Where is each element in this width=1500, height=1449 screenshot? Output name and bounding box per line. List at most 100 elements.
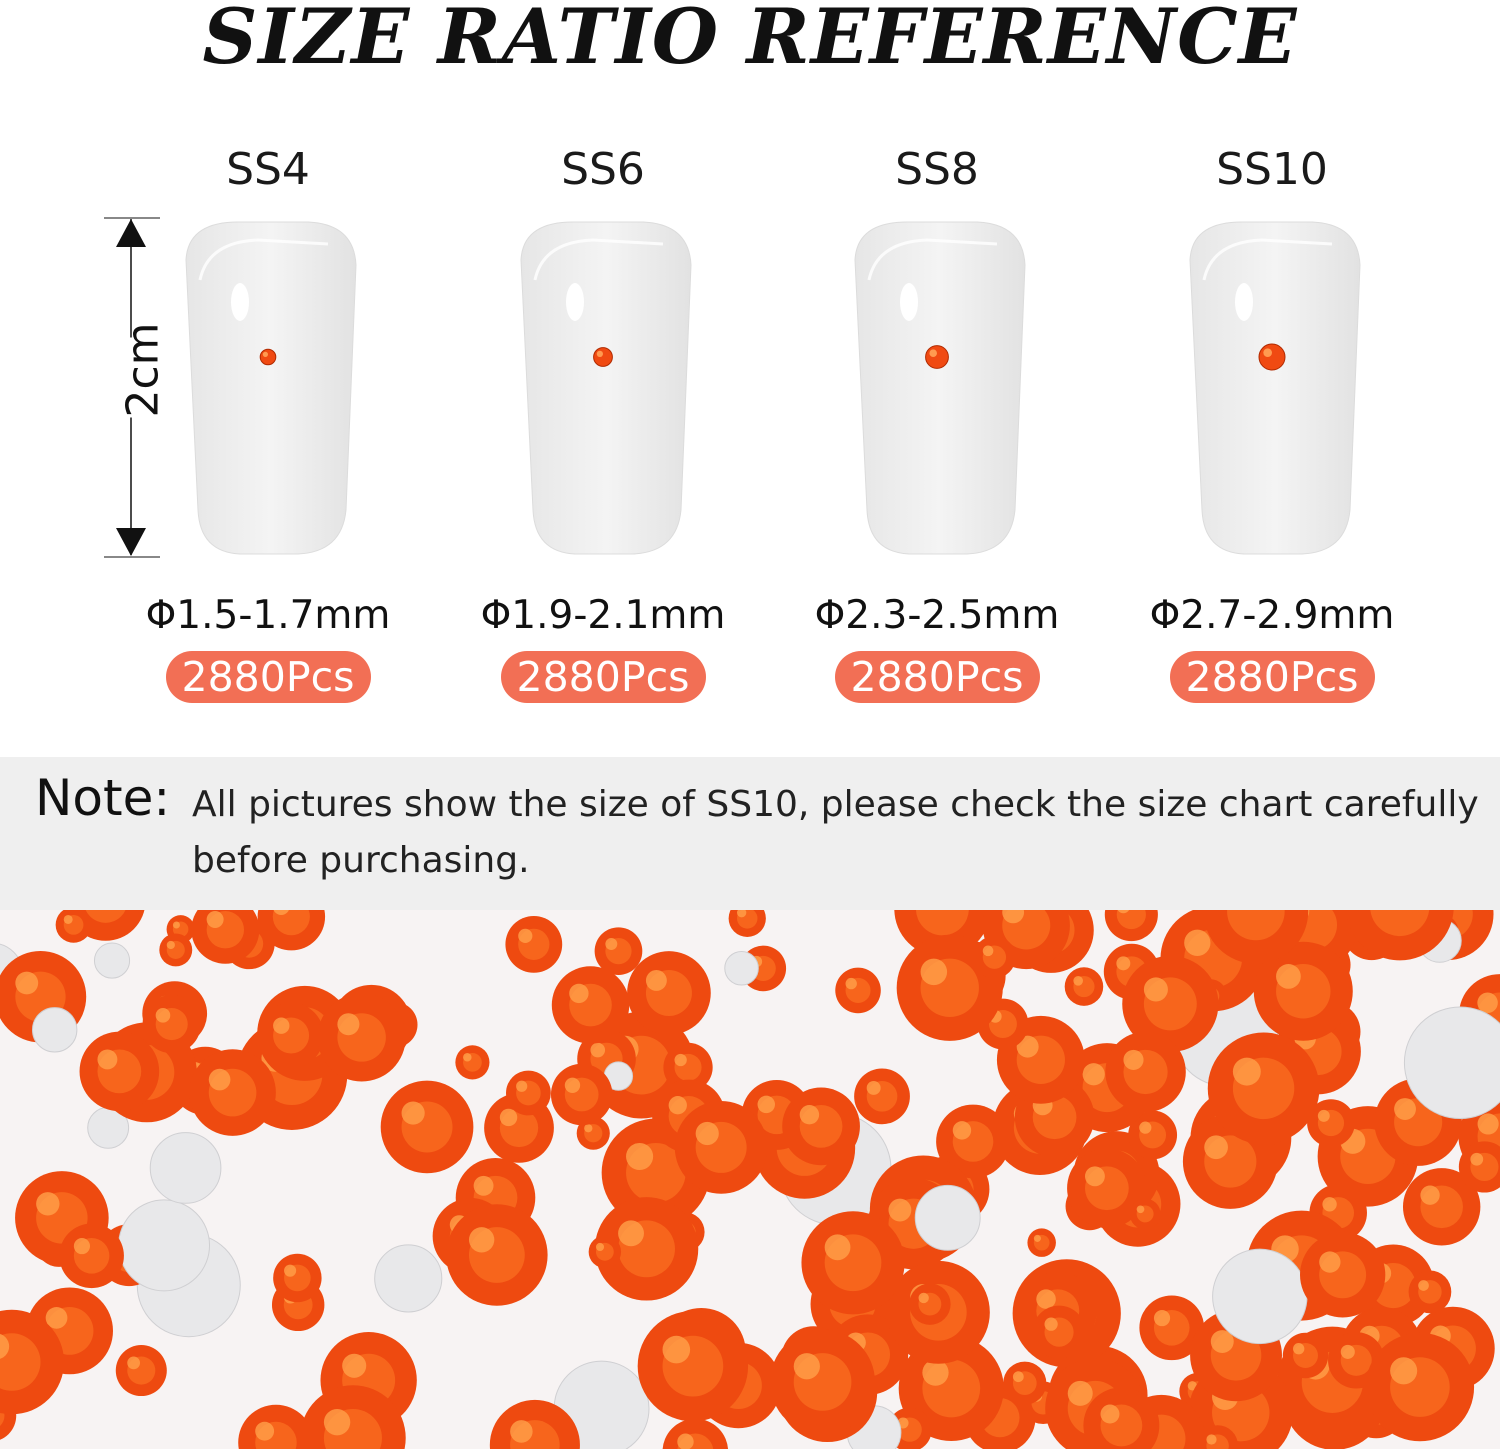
orange-stone [79,1031,160,1112]
orange-stone [1105,1031,1186,1113]
orange-stone [0,1309,65,1415]
orange-stone [506,1070,551,1116]
page-title: SIZE RATIO REFERENCE [202,0,1298,81]
orange-stone [550,1063,613,1126]
orange-stone [973,935,1016,979]
orange-stone [191,910,260,964]
orange-stone [1104,910,1158,942]
orange-stone [1197,1425,1239,1449]
orange-stone [594,927,643,975]
orange-stone [637,1310,749,1422]
orange-stone [317,993,406,1082]
arrow-down-icon [116,528,146,556]
orange-stone [1282,1332,1329,1379]
orange-stone [1129,1198,1161,1230]
orange-stone [489,1399,580,1449]
orange-stone [627,951,711,1035]
silver-stone [724,950,759,986]
arrow-up-icon [116,219,146,247]
orange-stone [258,1002,324,1069]
silver-stone [149,1132,222,1204]
size-column: SS10 Φ2.7-2.9mm 2880Pcs [1122,140,1422,703]
note-label: Note: [35,769,171,827]
orange-stone [189,1049,276,1136]
count-badge: 2880Pcs [165,651,371,703]
orange-stone [1402,1168,1481,1246]
silver-stone [118,1199,211,1292]
orange-stone [300,1385,406,1449]
orange-stone [1458,1141,1500,1193]
orange-stone [1203,910,1309,964]
nail-tip-image [513,220,693,555]
rhinestone-icon [593,347,613,367]
size-label: SS8 [895,144,979,195]
diameter-label: Φ2.3-2.5mm [814,593,1060,638]
orange-stone [1207,1032,1320,1145]
diameter-label: Φ2.7-2.9mm [1149,593,1395,638]
size-column: SS4 Φ1.5-1.7mm 2880Pcs [118,140,418,703]
silver-stone [914,1184,981,1251]
orange-stone [55,910,92,943]
orange-stone [1365,1332,1475,1442]
orange-stone [551,966,630,1044]
orange-stone [446,1204,548,1306]
size-label: SS10 [1216,144,1328,195]
orange-stone [115,1345,167,1397]
note-text: All pictures show the size of SS10, plea… [192,784,1479,881]
orange-stone [728,910,766,937]
size-label: SS6 [561,144,645,195]
rhinestone-icon [1258,343,1286,371]
note-banner: Note: All pictures show the size of SS10… [0,757,1500,910]
orange-stone [59,1223,124,1289]
silver-stone [31,1007,78,1053]
silver-stone [1403,1006,1500,1119]
orange-stone [1067,1148,1147,1229]
orange-stone [1307,1099,1355,1147]
rhinestone-icon [925,345,949,369]
orange-stone [257,910,326,951]
orange-stone [1408,1270,1452,1314]
orange-stone [801,1211,905,1315]
orange-stone [770,1329,876,1435]
rhinestone-icon [259,348,277,366]
rhinestones-photo [0,910,1500,1449]
size-column: SS6 Φ1.9-2.1mm 2880Pcs [453,140,753,703]
orange-stone [1122,955,1219,1052]
orange-stone [1128,1110,1178,1160]
orange-stone [380,1080,474,1174]
orange-stone [936,1104,1010,1179]
silver-stone [93,942,131,979]
orange-stone [238,1404,314,1449]
nail-tip-image [178,220,358,555]
diameter-label: Φ1.9-2.1mm [480,593,726,638]
orange-stone [1083,1387,1160,1449]
orange-stone [594,1197,699,1301]
orange-stone [273,1253,322,1303]
count-badge: 2880Pcs [1169,651,1375,703]
orange-stone [1003,1361,1047,1405]
orange-stone [674,1101,768,1194]
orange-stone [588,1235,622,1269]
orange-stone [835,967,881,1014]
orange-stone [1300,1232,1386,1318]
orange-stone [1345,910,1454,961]
orange-stone [159,933,193,967]
orange-stone [142,994,201,1054]
orange-stone [663,1042,713,1093]
orange-stone [455,1045,490,1080]
orange-stone [1032,1305,1086,1359]
nail-tip-image [1182,220,1362,555]
orange-stone [854,1068,910,1125]
orange-stone [909,1283,951,1325]
orange-stone [1253,941,1353,1041]
silver-stone [1212,1248,1308,1345]
size-label: SS4 [226,144,310,195]
count-badge: 2880Pcs [834,651,1040,703]
nail-tip-image [847,220,1027,555]
count-badge: 2880Pcs [500,651,706,703]
orange-stone [662,1418,729,1449]
orange-stone [782,1087,860,1166]
orange-stone [1027,1228,1056,1257]
orange-stone [505,915,563,973]
size-column: SS8 Φ2.3-2.5mm 2880Pcs [787,140,1087,703]
